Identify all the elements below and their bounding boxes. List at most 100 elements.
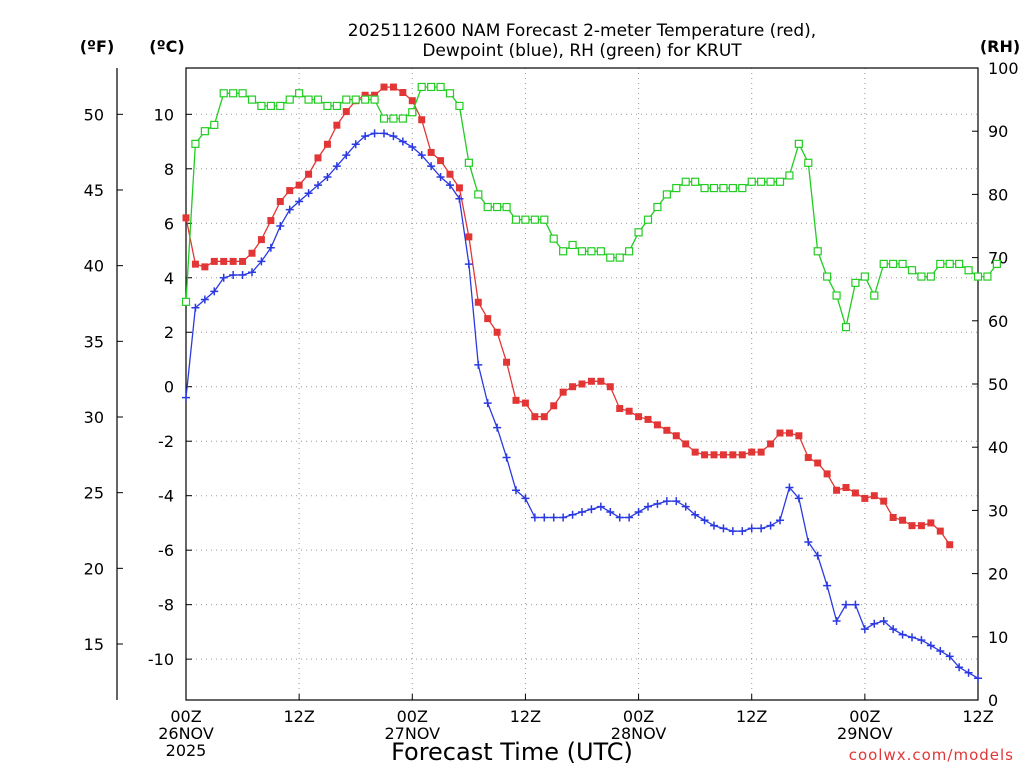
- dewpoint-point: [521, 494, 530, 503]
- dewpoint-point: [540, 513, 549, 522]
- rh-point: [559, 247, 568, 256]
- 2-meter-temperature-point: [418, 116, 426, 124]
- rh-point: [229, 89, 238, 98]
- dewpoint-point: [578, 508, 586, 517]
- rh-point: [474, 190, 483, 199]
- rh-point: [832, 291, 841, 300]
- rh-point: [728, 183, 737, 193]
- dewpoint-point: [794, 494, 803, 503]
- 2-meter-temperature-point: [493, 328, 501, 336]
- rh-point: [181, 297, 191, 306]
- rh-point: [445, 89, 455, 98]
- dewpoint-point: [436, 172, 445, 181]
- credit-text: coolwx.com/models: [849, 746, 1014, 764]
- fahrenheit-unit-label: (ºF): [80, 37, 115, 56]
- dewpoint-point: [747, 524, 756, 533]
- dewpoint-point: [238, 271, 247, 280]
- 2-meter-temperature-point: [342, 108, 350, 116]
- rh-point: [813, 247, 822, 256]
- dewpoint-point: [474, 360, 483, 369]
- rh-point: [361, 95, 370, 104]
- rh-tick-label: 80: [988, 185, 1008, 204]
- celsius-tick-label: 6: [164, 214, 174, 233]
- 2-meter-temperature-point: [842, 484, 850, 492]
- rh-point: [775, 177, 785, 186]
- 2-meter-temperature-point: [597, 377, 605, 385]
- rh-point: [549, 234, 558, 243]
- rh-point: [304, 95, 313, 104]
- dewpoint-point: [549, 513, 558, 522]
- rh-point: [804, 158, 813, 167]
- rh-point: [417, 82, 426, 92]
- dewpoint-point: [182, 393, 190, 402]
- 2-meter-temperature-point: [333, 121, 341, 129]
- celsius-tick-label: -10: [148, 650, 174, 669]
- dewpoint-point: [879, 617, 888, 625]
- dewpoint-point: [672, 497, 681, 506]
- rh-point: [540, 215, 549, 224]
- dewpoint-point: [332, 162, 341, 171]
- dewpoint-point: [266, 243, 275, 252]
- rh-tick-label: 50: [988, 375, 1008, 394]
- 2-meter-temperature-point: [389, 83, 397, 91]
- dewpoint-point: [464, 260, 473, 269]
- dewpoint-point: [870, 619, 879, 628]
- rh-point: [493, 202, 502, 212]
- celsius-tick-label: 10: [154, 105, 174, 124]
- 2-meter-temperature-point: [823, 470, 831, 478]
- 2-meter-temperature-point: [899, 516, 907, 524]
- 2-meter-temperature-point: [427, 148, 435, 156]
- dewpoint-point: [945, 652, 954, 661]
- rh-point: [596, 247, 605, 256]
- 2-meter-temperature-point: [710, 451, 718, 459]
- rh-point: [955, 259, 964, 269]
- dewpoint-point: [662, 497, 671, 506]
- dewpoint-point: [804, 538, 813, 546]
- 2-meter-temperature-point: [371, 91, 379, 99]
- dewpoint-point: [446, 181, 454, 190]
- rh-point: [370, 95, 379, 104]
- 2-meter-temperature-point: [210, 257, 218, 265]
- dewpoint-point: [229, 271, 238, 280]
- 2-meter-temperature-point: [314, 154, 322, 162]
- 2-meter-temperature-point: [484, 315, 492, 323]
- rh-tick-label: 10: [988, 628, 1008, 647]
- dewpoint-point: [248, 268, 256, 277]
- 2-meter-temperature-point: [814, 459, 822, 467]
- dewpoint-point: [596, 502, 605, 511]
- dewpoint-point: [257, 257, 266, 266]
- rh-point: [436, 82, 445, 92]
- rh-point: [295, 89, 304, 98]
- dewpoint-point: [427, 162, 436, 171]
- dewpoint-point: [512, 486, 520, 495]
- 2-meter-temperature-point: [540, 413, 548, 421]
- dewpoint-point: [728, 527, 737, 536]
- rh-point: [210, 120, 219, 129]
- rh-point: [379, 114, 389, 123]
- dewpoint-point: [710, 521, 718, 530]
- rh-point: [851, 278, 860, 287]
- time-tick-label: 29NOV: [837, 724, 893, 743]
- rh-point: [889, 259, 898, 269]
- time-tick-label: 12Z: [736, 707, 767, 726]
- 2-meter-temperature-point: [663, 426, 671, 434]
- 2-meter-temperature-point: [521, 399, 529, 407]
- 2-meter-temperature-point: [229, 257, 237, 265]
- 2-meter-temperature-point: [380, 83, 388, 91]
- celsius-axis: -10 -8 -6 -4 -2 0 2 4 6 8 10: [148, 105, 192, 669]
- dewpoint-point: [587, 505, 596, 514]
- rh-point: [464, 158, 473, 167]
- rh-point: [757, 177, 766, 186]
- rh-point: [332, 101, 341, 111]
- 2-meter-temperature-point: [804, 454, 812, 462]
- rh-point: [247, 95, 257, 104]
- 2-meter-temperature-point: [653, 421, 661, 429]
- rh-point: [587, 247, 596, 256]
- dewpoint-point: [493, 423, 502, 432]
- dewpoint-point: [200, 295, 209, 304]
- dewpoint-point: [219, 273, 228, 282]
- 2-meter-temperature-point: [625, 407, 633, 415]
- 2-meter-temperature-point: [870, 492, 878, 500]
